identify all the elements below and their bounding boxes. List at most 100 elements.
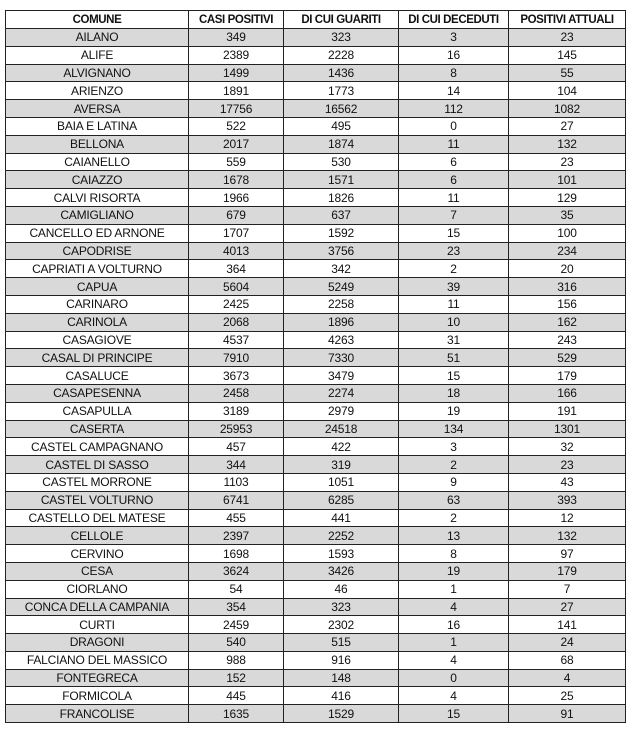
cell-comune: CAPRIATI A VOLTURNO [5,259,189,279]
cell-casi-positivi: 354 [188,597,284,617]
cell-comune: FONTEGRECA [5,668,189,688]
table-row: CAIANELLO 559 530 6 23 [5,152,626,172]
cell-positivi-attuali: 68 [508,650,626,670]
cell-guariti: 2274 [283,383,399,403]
cell-guariti: 1436 [283,63,399,83]
cell-comune: AILANO [5,28,189,47]
cell-guariti: 3756 [283,241,399,261]
cell-guariti: 323 [283,28,399,47]
table-row: CESA 3624 3426 19 179 [5,561,626,581]
cell-positivi-attuali: 4 [508,668,626,688]
cell-casi-positivi: 152 [188,668,284,688]
cell-positivi-attuali: 23 [508,152,626,172]
table-row: CAMIGLIANO 679 637 7 35 [5,205,626,225]
cell-comune: CASAPESENNA [5,383,189,403]
cell-casi-positivi: 2068 [188,312,284,332]
cell-deceduti: 15 [398,704,509,724]
cell-positivi-attuali: 27 [508,116,626,136]
cell-guariti: 148 [283,668,399,688]
cell-positivi-attuali: 104 [508,81,626,101]
cell-casi-positivi: 679 [188,205,284,225]
cell-positivi-attuali: 100 [508,223,626,243]
cell-comune: CARINOLA [5,312,189,332]
cell-deceduti: 11 [398,134,509,154]
cell-guariti: 342 [283,259,399,279]
cell-positivi-attuali: 166 [508,383,626,403]
header-casi-positivi: CASI POSITIVI [188,10,284,29]
table-row: CALVI RISORTA 1966 1826 11 129 [5,188,626,207]
table-row: CELLOLE 2397 2252 13 132 [5,526,626,546]
cell-guariti: 6285 [283,490,399,510]
cell-positivi-attuali: 24 [508,633,626,652]
cell-deceduti: 11 [398,294,509,314]
cell-casi-positivi: 559 [188,152,284,172]
cell-casi-positivi: 1103 [188,472,284,492]
cell-deceduti: 15 [398,366,509,385]
cell-casi-positivi: 349 [188,28,284,47]
cell-casi-positivi: 1698 [188,544,284,563]
cell-deceduti: 14 [398,81,509,101]
cell-deceduti: 7 [398,205,509,225]
cell-guariti: 323 [283,597,399,617]
cell-guariti: 1592 [283,223,399,243]
table-row: CASAL DI PRINCIPE 7910 7330 51 529 [5,348,626,368]
cell-deceduti: 16 [398,615,509,635]
cell-guariti: 2258 [283,294,399,314]
cell-comune: BELLONA [5,134,189,154]
table-row: BELLONA 2017 1874 11 132 [5,134,626,154]
cell-casi-positivi: 540 [188,633,284,652]
cell-deceduti: 16 [398,45,509,65]
cell-casi-positivi: 1635 [188,704,284,724]
cell-casi-positivi: 522 [188,116,284,136]
cell-deceduti: 112 [398,99,509,118]
cell-comune: CERVINO [5,544,189,563]
cell-deceduti: 2 [398,508,509,528]
cell-guariti: 4263 [283,330,399,350]
cell-guariti: 1874 [283,134,399,154]
table-row: CASTEL VOLTURNO 6741 6285 63 393 [5,490,626,510]
table-row: FALCIANO DEL MASSICO 988 916 4 68 [5,650,626,670]
cell-casi-positivi: 1891 [188,81,284,101]
cell-comune: ARIENZO [5,81,189,101]
cell-guariti: 7330 [283,348,399,368]
cell-positivi-attuali: 25 [508,686,626,706]
cell-deceduti: 51 [398,348,509,368]
table-row: CASTEL CAMPAGNANO 457 422 3 32 [5,437,626,457]
cell-comune: CASTEL VOLTURNO [5,490,189,510]
cell-guariti: 1571 [283,170,399,190]
cell-deceduti: 8 [398,63,509,83]
cell-casi-positivi: 2017 [188,134,284,154]
cell-guariti: 1826 [283,188,399,207]
cell-comune: CASTEL MORRONE [5,472,189,492]
table-row: CAPUA 5604 5249 39 316 [5,277,626,296]
cell-positivi-attuali: 97 [508,544,626,563]
cell-comune: CALVI RISORTA [5,188,189,207]
cell-deceduti: 1 [398,633,509,652]
cell-comune: CASAGIOVE [5,330,189,350]
table-row: CERVINO 1698 1593 8 97 [5,544,626,563]
table-row: CARINARO 2425 2258 11 156 [5,294,626,314]
covid-cases-table: COMUNE CASI POSITIVI DI CUI GUARITI DI C… [5,10,626,724]
cell-deceduti: 8 [398,544,509,563]
cell-positivi-attuali: 179 [508,561,626,581]
table-row: CASTELLO DEL MATESE 455 441 2 12 [5,508,626,528]
table-row: CASALUCE 3673 3479 15 179 [5,366,626,385]
table-row: CARINOLA 2068 1896 10 162 [5,312,626,332]
table-row: CURTI 2459 2302 16 141 [5,615,626,635]
cell-deceduti: 23 [398,241,509,261]
cell-casi-positivi: 25953 [188,419,284,439]
cell-positivi-attuali: 141 [508,615,626,635]
cell-comune: FORMICOLA [5,686,189,706]
cell-comune: CASALUCE [5,366,189,385]
cell-positivi-attuali: 393 [508,490,626,510]
header-row: COMUNE CASI POSITIVI DI CUI GUARITI DI C… [5,10,626,29]
cell-positivi-attuali: 101 [508,170,626,190]
cell-comune: CONCA DELLA CAMPANIA [5,597,189,617]
cell-positivi-attuali: 1082 [508,99,626,118]
cell-guariti: 515 [283,633,399,652]
cell-positivi-attuali: 162 [508,312,626,332]
cell-guariti: 1896 [283,312,399,332]
table-row: ALIFE 2389 2228 16 145 [5,45,626,65]
cell-deceduti: 4 [398,650,509,670]
cell-positivi-attuali: 129 [508,188,626,207]
